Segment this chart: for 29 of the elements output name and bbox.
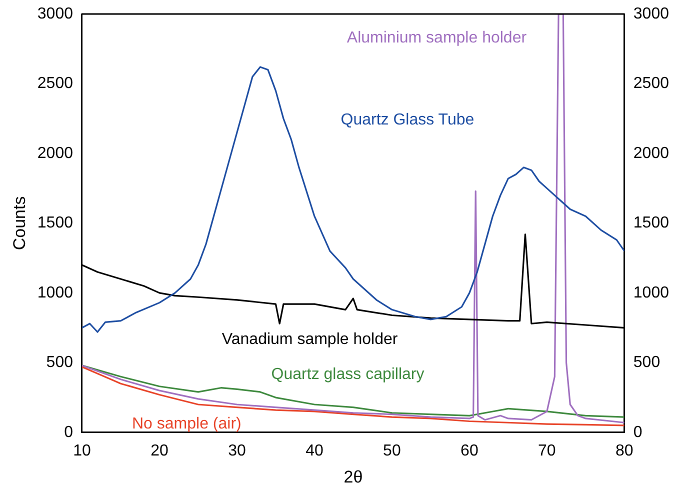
y2-tick-label: 2500 — [633, 75, 670, 92]
y-tick-label: 3000 — [37, 5, 74, 22]
y2-tick-label: 1000 — [633, 284, 670, 302]
y-tick-label: 1500 — [37, 214, 74, 232]
x-tick-label: 30 — [228, 442, 246, 460]
y2-tick-label: 1500 — [633, 214, 670, 232]
y-tick-label: 2500 — [37, 75, 74, 92]
x-tick-label: 10 — [73, 442, 91, 460]
x-tick-label: 80 — [616, 442, 634, 460]
series-label: Vanadium sample holder — [222, 330, 398, 348]
y-axis-title: Counts — [10, 196, 29, 250]
y2-tick-label: 2000 — [633, 144, 670, 162]
y2-tick-label: 500 — [633, 354, 660, 372]
x-tick-label: 50 — [383, 442, 401, 460]
y-tick-label: 0 — [64, 424, 74, 441]
text: Quartz Glass Tube — [340, 111, 474, 128]
series-label: Quartz glass capillary — [271, 366, 424, 384]
y-tick-label: 1000 — [37, 284, 74, 302]
x-axis-title: 2θ — [344, 467, 363, 486]
y2-tick-label: 0 — [633, 424, 642, 441]
series-label: No sample (air) — [132, 415, 242, 432]
x-tick-label: 40 — [306, 442, 324, 460]
y-tick-label: 2000 — [37, 144, 74, 162]
x-tick-label: 70 — [538, 442, 556, 460]
y2-tick-label: 3000 — [633, 5, 670, 22]
y-tick-label: 500 — [46, 354, 74, 372]
x-tick-label: 60 — [460, 442, 478, 460]
x-tick-label: 20 — [150, 442, 168, 460]
series-label: Aluminium sample holder — [346, 29, 528, 46]
